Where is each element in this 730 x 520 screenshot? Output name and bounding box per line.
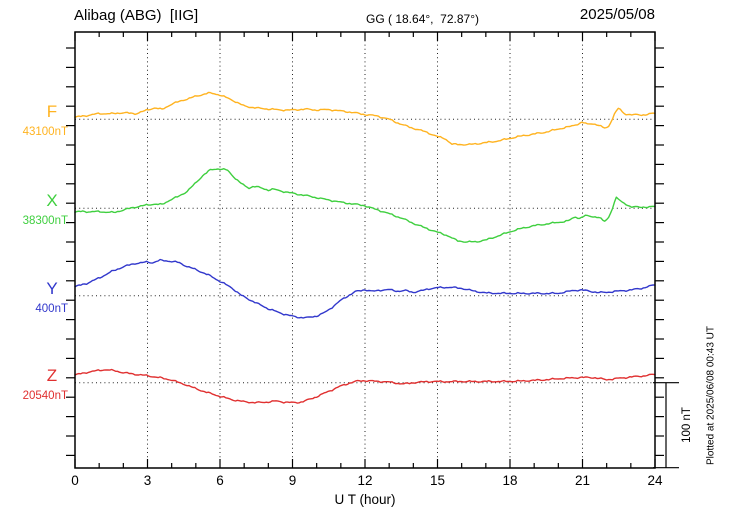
x-tick-label: 3	[143, 473, 152, 488]
channel-baseline-value-y: 400nT	[35, 302, 68, 315]
x-tick-label: 12	[357, 473, 373, 488]
plot-frame	[74, 31, 656, 469]
x-tick-label: 24	[647, 473, 663, 488]
channel-baseline-value-f: 43100nT	[22, 126, 68, 139]
curve-z	[74, 368, 656, 404]
x-axis-title: U T (hour)	[334, 492, 396, 507]
plotted-at-timestamp: Plotted at 2025/06/08 00:43 UT	[705, 326, 717, 465]
x-tick-label: 0	[71, 473, 79, 488]
x-tick-label: 18	[502, 473, 518, 488]
curve-f	[74, 91, 656, 146]
channel-baseline-value-z: 20540nT	[22, 389, 68, 402]
channel-label-y: Y	[46, 278, 58, 298]
channel-label-z: Z	[46, 365, 58, 385]
x-tick-label: 15	[429, 473, 446, 488]
station-title: Alibag (ABG) [IIG]	[74, 7, 199, 24]
plot-date: 2025/05/08	[579, 6, 655, 23]
channel-label-f: F	[46, 102, 58, 122]
x-tick-label: 21	[574, 473, 591, 488]
scale-bar-label: 100 nT	[681, 407, 693, 443]
curve-y	[74, 258, 656, 319]
curve-x	[74, 168, 656, 243]
geographic-coords: GG ( 18.64°, 72.87°)	[366, 12, 479, 26]
x-tick-label: 6	[216, 473, 224, 488]
channel-label-x: X	[46, 191, 58, 211]
channel-baseline-value-x: 38300nT	[22, 215, 68, 228]
x-tick-label: 9	[288, 473, 297, 488]
